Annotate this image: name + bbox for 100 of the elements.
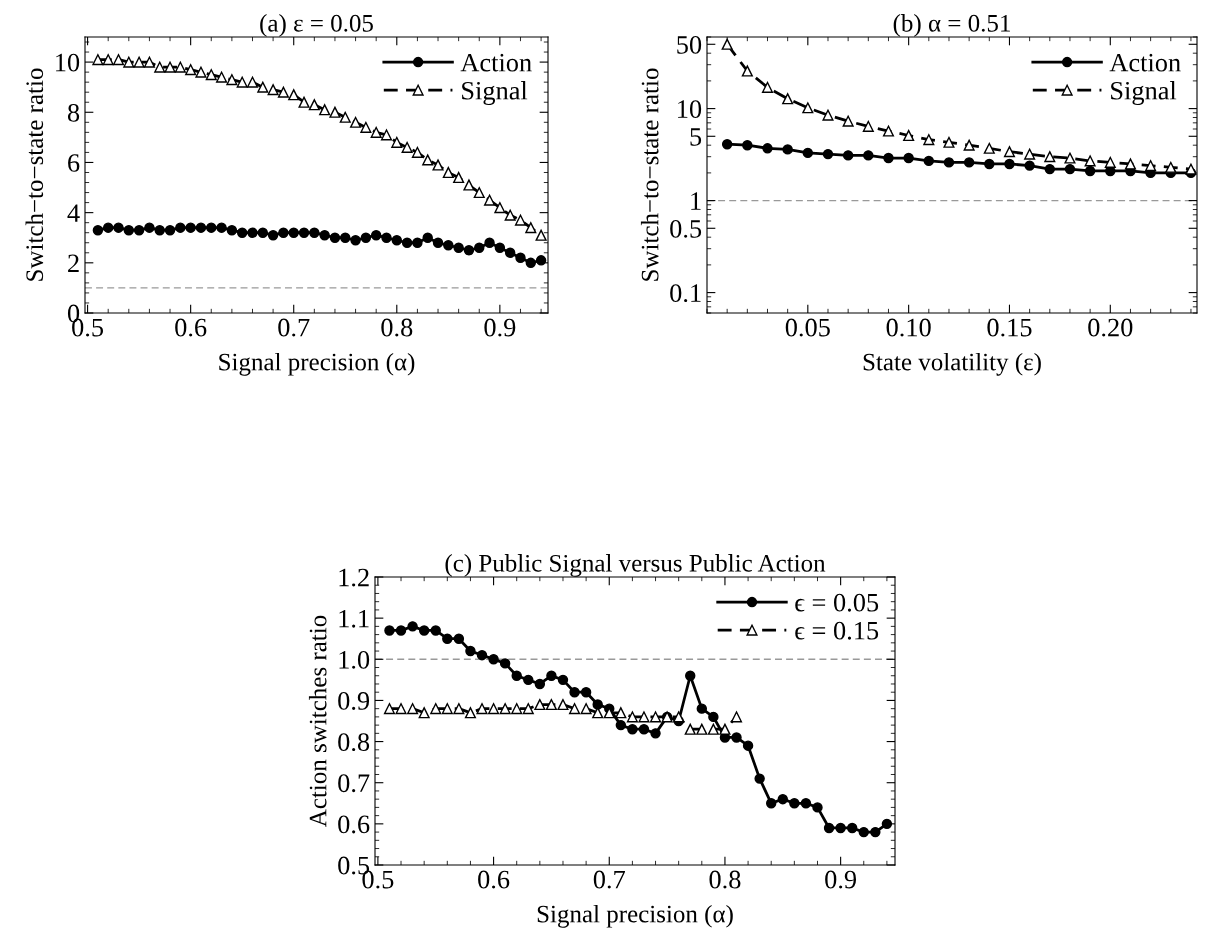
point	[649, 711, 662, 723]
point	[395, 703, 407, 715]
point	[442, 166, 454, 179]
point	[525, 257, 536, 269]
point	[92, 54, 104, 66]
point	[963, 139, 975, 151]
point	[1084, 165, 1096, 177]
point	[113, 222, 124, 233]
point	[923, 155, 935, 167]
legend-label: ϵ = 0.05	[795, 593, 879, 612]
point	[205, 69, 217, 81]
y-tick-label: 0.8	[338, 733, 370, 752]
point	[298, 96, 310, 108]
point	[164, 224, 176, 236]
point	[615, 707, 627, 719]
point	[329, 232, 341, 243]
point	[92, 224, 104, 236]
y-tick-label: 2	[68, 254, 79, 272]
point	[525, 222, 537, 234]
point	[422, 232, 433, 243]
point	[863, 150, 874, 161]
point	[1003, 146, 1016, 158]
point	[569, 686, 580, 698]
point	[557, 698, 569, 711]
point	[504, 209, 516, 221]
legend-label: Action	[460, 53, 532, 72]
x-tick-label: 0.20	[1088, 318, 1133, 337]
y-axis-title: Switch−to−state ratio	[640, 68, 659, 281]
point	[432, 159, 444, 171]
point	[858, 826, 869, 838]
point	[360, 121, 372, 133]
point	[862, 120, 874, 132]
point	[782, 93, 794, 105]
point	[442, 633, 453, 644]
point	[407, 621, 418, 632]
point	[761, 81, 774, 93]
point	[257, 227, 269, 238]
point	[557, 674, 569, 686]
point	[1185, 163, 1197, 175]
point	[185, 64, 197, 76]
point	[754, 773, 765, 784]
chart-title: (a) ε = 0.05	[260, 14, 373, 37]
point	[1084, 155, 1096, 167]
point	[626, 711, 638, 723]
x-tick-label: 0.9	[484, 318, 516, 337]
point	[418, 625, 430, 636]
point	[484, 237, 495, 248]
point	[407, 703, 419, 715]
point	[278, 227, 289, 238]
point	[236, 227, 248, 238]
point	[401, 141, 413, 153]
point	[627, 724, 638, 735]
y-tick-label: 1.1	[339, 609, 369, 628]
point	[782, 144, 793, 155]
point	[802, 147, 814, 159]
point	[511, 703, 523, 715]
point	[730, 711, 743, 723]
point	[568, 703, 581, 715]
point	[984, 158, 995, 170]
point	[463, 245, 475, 256]
point	[696, 703, 708, 714]
point	[842, 115, 854, 127]
point	[143, 56, 155, 68]
point	[430, 703, 442, 715]
x-tick-label: 0.9	[825, 870, 857, 889]
y-tick-label: 0.6	[338, 815, 370, 834]
point	[789, 798, 800, 809]
point	[522, 703, 534, 715]
point	[267, 230, 279, 241]
point	[822, 109, 834, 121]
point	[319, 104, 331, 116]
point	[488, 703, 500, 715]
point	[463, 179, 475, 191]
legend-label: Action	[1109, 53, 1181, 72]
point	[391, 235, 403, 246]
point	[1004, 158, 1015, 170]
point	[515, 252, 526, 264]
point	[441, 703, 453, 715]
point	[802, 102, 814, 114]
y-tick-label: 1	[691, 192, 701, 210]
x-axis-title: Signal precision (α)	[219, 352, 415, 376]
x-tick-label: 0.05	[785, 318, 830, 337]
point	[881, 818, 893, 830]
point	[580, 703, 592, 715]
point	[185, 222, 196, 233]
point	[298, 227, 310, 238]
point	[288, 89, 300, 101]
point	[1044, 151, 1056, 163]
point	[154, 224, 165, 236]
point	[246, 76, 259, 88]
point	[432, 237, 444, 248]
point	[741, 65, 753, 77]
chart-title: (b) α = 0.51	[893, 14, 1010, 37]
point	[476, 649, 488, 661]
y-tick-label: 6	[68, 154, 80, 172]
point	[277, 86, 289, 98]
x-tick-label: 0.15	[987, 318, 1032, 337]
y-axis-title: Switch−to−state ratio	[25, 68, 44, 281]
point	[370, 230, 382, 241]
point	[174, 61, 186, 73]
